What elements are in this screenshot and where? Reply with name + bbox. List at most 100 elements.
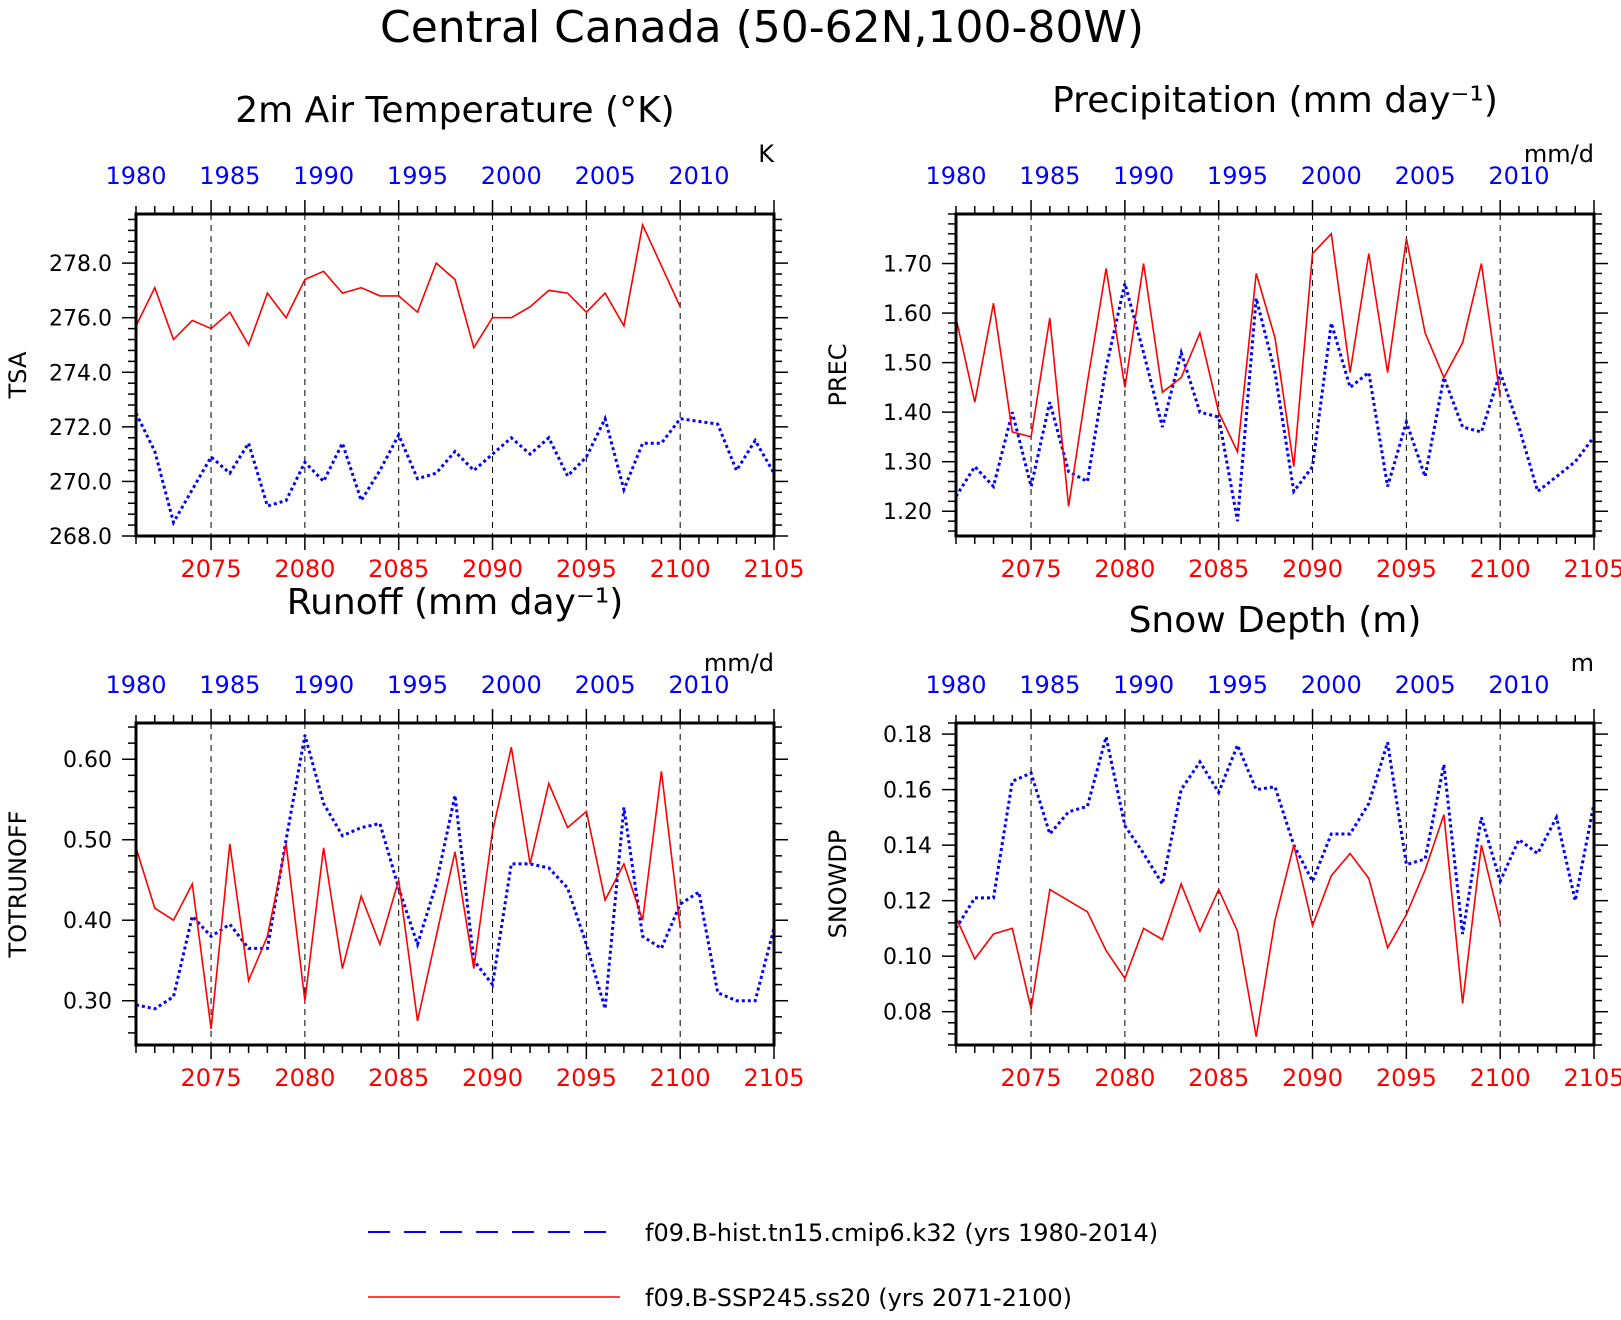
top-x-tick-label: 2000 xyxy=(481,671,542,699)
top-x-tick-label: 2005 xyxy=(575,162,636,190)
top-x-tick-label: 2010 xyxy=(1488,671,1549,699)
x-tick-label: 2085 xyxy=(368,555,429,583)
x-tick-label: 2080 xyxy=(1094,1064,1155,1092)
x-tick-label: 2095 xyxy=(556,555,617,583)
x-tick-label: 2100 xyxy=(650,555,711,583)
top-x-tick-label: 1980 xyxy=(925,671,986,699)
top-x-tick-label: 1985 xyxy=(1019,671,1080,699)
units-label: mm/d xyxy=(704,649,774,677)
x-tick-label: 2085 xyxy=(1188,1064,1249,1092)
y-tick-label: 272.0 xyxy=(49,416,112,441)
y-tick-label: 1.50 xyxy=(883,352,932,377)
hist-series-line xyxy=(956,283,1594,522)
y-axis-label: TSA xyxy=(4,351,32,399)
x-tick-label: 2080 xyxy=(274,555,335,583)
top-x-tick-label: 2005 xyxy=(1395,671,1456,699)
x-tick-label: 2085 xyxy=(368,1064,429,1092)
y-tick-label: 0.50 xyxy=(63,829,112,854)
x-tick-label: 2075 xyxy=(1001,555,1062,583)
top-x-tick-label: 1980 xyxy=(925,162,986,190)
top-x-tick-label: 1995 xyxy=(387,671,448,699)
top-x-tick-label: 2000 xyxy=(1301,671,1362,699)
y-tick-label: 0.12 xyxy=(883,890,932,915)
plot-frame xyxy=(954,212,1596,538)
hist-series-line xyxy=(136,734,774,1011)
x-tick-label: 2090 xyxy=(462,555,523,583)
y-tick-label: 1.30 xyxy=(883,451,932,476)
x-tick-label: 2100 xyxy=(1470,1064,1531,1092)
y-tick-label: 0.40 xyxy=(63,909,112,934)
top-x-tick-label: 2010 xyxy=(668,162,729,190)
panel-4: Snow Depth (m) m SNOWDP 2075 2080 2085 2090 209… xyxy=(824,600,1621,1092)
y-tick-label: 278.0 xyxy=(49,252,112,277)
y-tick-label: 0.60 xyxy=(63,748,112,773)
ssp-series-line xyxy=(136,222,681,350)
y-axis-label: PREC xyxy=(824,343,852,406)
x-tick-label: 2105 xyxy=(743,1064,804,1092)
top-x-tick-label: 1990 xyxy=(1113,671,1174,699)
plot-frame xyxy=(954,721,1596,1047)
y-tick-label: 0.16 xyxy=(883,779,932,804)
top-x-tick-label: 1995 xyxy=(1207,162,1268,190)
x-tick-label: 2100 xyxy=(650,1064,711,1092)
ssp-series-line xyxy=(956,814,1501,1037)
panel-2: Precipitation (mm day⁻¹) mm/d PREC 2075 2080… xyxy=(824,80,1621,583)
y-tick-label: 0.08 xyxy=(883,1001,932,1026)
top-x-tick-label: 2010 xyxy=(1488,162,1549,190)
y-tick-label: 0.30 xyxy=(63,990,112,1015)
top-x-tick-label: 2005 xyxy=(575,671,636,699)
y-axis-label: TOTRUNOFF xyxy=(4,811,32,959)
y-tick-label: 1.20 xyxy=(883,500,932,525)
panel-title: 2m Air Temperature (°K) xyxy=(235,90,674,131)
x-tick-label: 2090 xyxy=(1282,1064,1343,1092)
x-tick-label: 2095 xyxy=(1376,1064,1437,1092)
x-tick-label: 2075 xyxy=(1001,1064,1062,1092)
x-tick-label: 2075 xyxy=(181,555,242,583)
ssp-series-line xyxy=(956,232,1501,507)
y-tick-label: 1.40 xyxy=(883,401,932,426)
y-tick-label: 270.0 xyxy=(49,470,112,495)
panel-1: 2m Air Temperature (°K) K TSA 2075 2080 2085 2… xyxy=(4,90,805,583)
x-tick-label: 2100 xyxy=(1470,555,1531,583)
top-x-tick-label: 1990 xyxy=(293,162,354,190)
y-tick-label: 276.0 xyxy=(49,307,112,332)
top-x-tick-label: 1985 xyxy=(1019,162,1080,190)
top-x-tick-label: 1985 xyxy=(199,671,260,699)
plot-frame xyxy=(134,212,776,538)
plot-frame xyxy=(134,721,776,1047)
x-tick-label: 2105 xyxy=(1563,555,1621,583)
top-x-tick-label: 1980 xyxy=(105,162,166,190)
y-tick-label: 1.70 xyxy=(883,253,932,278)
top-x-tick-label: 1995 xyxy=(387,162,448,190)
top-x-tick-label: 1980 xyxy=(105,671,166,699)
x-tick-label: 2095 xyxy=(556,1064,617,1092)
y-tick-label: 268.0 xyxy=(49,525,112,550)
top-x-tick-label: 2010 xyxy=(668,671,729,699)
top-x-tick-label: 1985 xyxy=(199,162,260,190)
units-label: K xyxy=(758,140,775,168)
y-tick-label: 0.14 xyxy=(883,834,932,859)
y-tick-label: 274.0 xyxy=(49,361,112,386)
x-tick-label: 2090 xyxy=(1282,555,1343,583)
top-x-tick-label: 2005 xyxy=(1395,162,1456,190)
units-label: m xyxy=(1571,649,1594,677)
panel-title: Precipitation (mm day⁻¹) xyxy=(1052,80,1498,121)
top-x-tick-label: 2000 xyxy=(481,162,542,190)
hist-series-line xyxy=(136,412,774,527)
hist-series-line xyxy=(956,736,1594,935)
x-tick-label: 2080 xyxy=(1094,555,1155,583)
y-tick-label: 0.10 xyxy=(883,945,932,970)
y-tick-label: 0.18 xyxy=(883,723,932,748)
panel-title: Snow Depth (m) xyxy=(1129,600,1422,641)
ssp-series-line xyxy=(136,747,681,1030)
legend-ssp-label: f09.B-SSP245.ss20 (yrs 2071-2100) xyxy=(645,1284,1072,1312)
figure-title: Central Canada (50-62N,100-80W) xyxy=(380,2,1144,53)
top-x-tick-label: 1995 xyxy=(1207,671,1268,699)
x-tick-label: 2075 xyxy=(181,1064,242,1092)
top-x-tick-label: 1990 xyxy=(293,671,354,699)
legend-hist-label: f09.B-hist.tn15.cmip6.k32 (yrs 1980-2014… xyxy=(645,1219,1158,1247)
x-tick-label: 2085 xyxy=(1188,555,1249,583)
x-tick-label: 2105 xyxy=(743,555,804,583)
y-tick-label: 1.60 xyxy=(883,302,932,327)
